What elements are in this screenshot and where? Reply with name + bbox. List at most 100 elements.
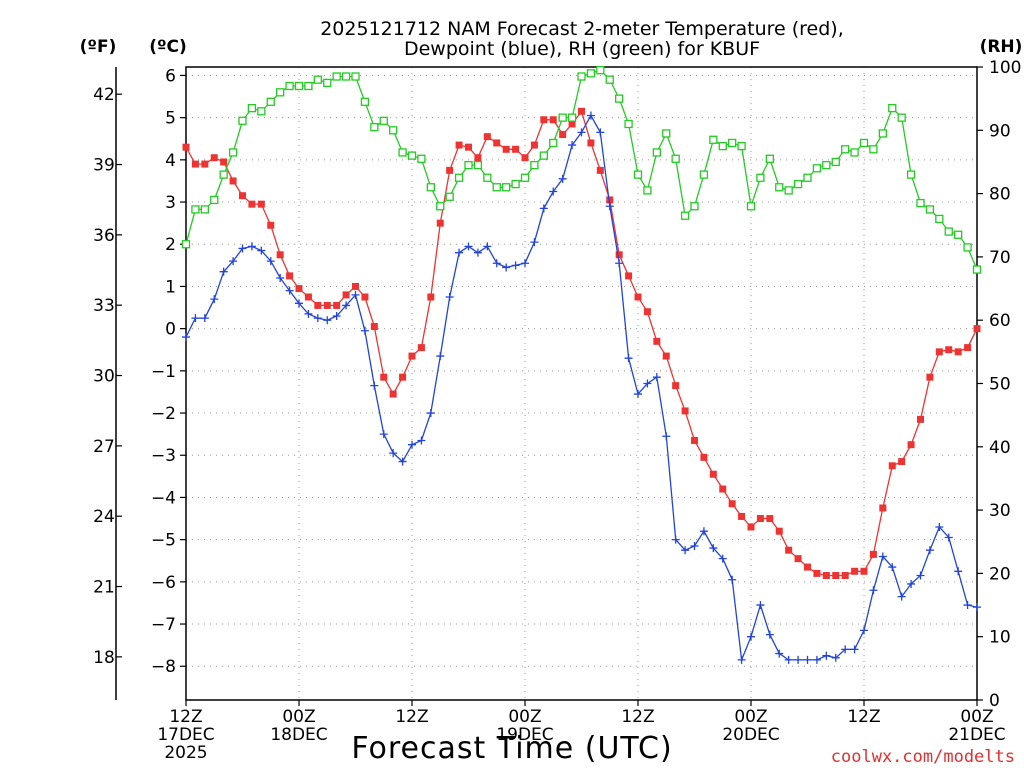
rh-tick-label: 40 bbox=[989, 438, 1011, 458]
dewpoint-point bbox=[473, 248, 482, 257]
rh-point bbox=[972, 265, 982, 274]
rh-tick-label: 20 bbox=[989, 564, 1011, 584]
temperature-point bbox=[210, 154, 218, 162]
dewpoint-point bbox=[897, 592, 906, 601]
temperature-point bbox=[220, 158, 228, 166]
rh-point bbox=[737, 141, 746, 151]
temperature-point bbox=[964, 344, 972, 352]
dewpoint-point bbox=[794, 655, 803, 664]
time-tick-label: 00Z bbox=[282, 707, 315, 727]
rh-point bbox=[859, 138, 869, 148]
dewpoint-point bbox=[586, 111, 595, 120]
temperature-point bbox=[756, 515, 764, 523]
dewpoint-point bbox=[304, 309, 313, 318]
rh-point bbox=[228, 148, 238, 157]
dewpoint-point bbox=[238, 244, 247, 253]
rh-point bbox=[370, 122, 379, 132]
rh-point bbox=[935, 214, 944, 224]
temperature-point bbox=[822, 572, 830, 580]
temperature-point bbox=[709, 470, 717, 478]
rh-point bbox=[332, 72, 341, 81]
rh-point bbox=[200, 205, 209, 214]
temperature-point bbox=[295, 285, 303, 293]
time-tick-label: 12Z bbox=[169, 707, 202, 727]
rh-point bbox=[699, 170, 709, 179]
temperature-point bbox=[954, 348, 962, 356]
celsius-tick-label: −1 bbox=[151, 362, 176, 382]
dewpoint-point bbox=[671, 535, 680, 544]
rh-tick-label: 0 bbox=[989, 691, 1000, 711]
rh-point bbox=[219, 170, 228, 179]
rh-point bbox=[567, 113, 577, 122]
dewpoint-point bbox=[925, 546, 934, 555]
temperature-point bbox=[766, 515, 774, 523]
dewpoint-point bbox=[360, 326, 369, 335]
dewpoint-point bbox=[935, 522, 944, 531]
rh-tick-label: 70 bbox=[989, 248, 1011, 268]
temperature-point bbox=[681, 407, 689, 415]
temperature-point bbox=[813, 569, 821, 577]
temperature-point bbox=[474, 154, 482, 162]
time-tick-label: 00Z bbox=[734, 707, 767, 727]
dewpoint-point bbox=[247, 242, 256, 251]
dewpoint-point bbox=[200, 314, 209, 323]
dewpoint-point bbox=[728, 575, 737, 584]
dewpoint-point bbox=[568, 141, 577, 150]
temperature-point bbox=[342, 291, 350, 299]
rh-point bbox=[878, 129, 887, 138]
dewpoint-point bbox=[210, 295, 219, 304]
rh-tick-label: 60 bbox=[989, 311, 1011, 331]
dewpoint-point bbox=[379, 430, 388, 439]
dewpoint-point bbox=[634, 390, 642, 399]
series-line bbox=[185, 109, 978, 577]
dewpoint-point bbox=[963, 601, 972, 610]
dewpoint-point bbox=[652, 373, 661, 382]
chart-title-line1: 2025121712 NAM Forecast 2-meter Temperat… bbox=[320, 18, 844, 40]
temperature-point bbox=[182, 143, 190, 151]
celsius-tick-label: −2 bbox=[151, 404, 176, 424]
rh-point bbox=[577, 72, 586, 81]
fahrenheit-tick-label: 21 bbox=[93, 578, 115, 598]
rh-tick-label: 80 bbox=[989, 185, 1011, 205]
rh-tick-label: 10 bbox=[989, 628, 1011, 648]
rh-point bbox=[257, 107, 266, 116]
dewpoint-point bbox=[342, 301, 351, 310]
rh-point bbox=[266, 97, 275, 106]
rh-point bbox=[916, 198, 925, 208]
rh-point bbox=[247, 103, 257, 113]
rh-point bbox=[963, 243, 972, 252]
time-tick-label: 2025 bbox=[164, 743, 207, 763]
fahrenheit-tick-label: 30 bbox=[93, 367, 115, 387]
rh-point bbox=[558, 113, 567, 122]
rh-point bbox=[294, 81, 304, 91]
temperature-point bbox=[841, 572, 849, 580]
dewpoint-point bbox=[549, 187, 558, 196]
dewpoint-point bbox=[577, 128, 586, 137]
dewpoint-point bbox=[530, 238, 539, 247]
temperature-point bbox=[804, 563, 811, 571]
temperature-point bbox=[399, 373, 407, 381]
temperature-point bbox=[417, 344, 425, 352]
dewpoint-point bbox=[822, 651, 831, 660]
rh-point bbox=[633, 170, 643, 179]
fahrenheit-tick-label: 42 bbox=[93, 85, 115, 105]
axis-ticks: 6543210−1−2−3−4−5−6−7−842393633302724211… bbox=[93, 58, 1021, 763]
dewpoint-point bbox=[521, 259, 529, 268]
rh-point bbox=[756, 173, 765, 182]
temperature-point bbox=[352, 282, 359, 290]
dewpoint-point bbox=[624, 354, 633, 363]
rh-point bbox=[398, 148, 407, 157]
dewpoint-point bbox=[596, 128, 605, 137]
rh-point bbox=[822, 160, 831, 170]
dewpoint-point bbox=[718, 554, 727, 563]
dewpoint-point bbox=[944, 533, 953, 542]
temperature-point bbox=[380, 373, 388, 381]
rh-point bbox=[210, 195, 219, 205]
rh-point bbox=[520, 173, 530, 182]
temperature-point bbox=[389, 390, 397, 398]
rh-point bbox=[276, 88, 285, 97]
fahrenheit-tick-label: 33 bbox=[93, 296, 115, 316]
time-tick-label: 12Z bbox=[621, 707, 654, 727]
rh-point bbox=[389, 126, 398, 135]
rh-point bbox=[586, 69, 596, 78]
